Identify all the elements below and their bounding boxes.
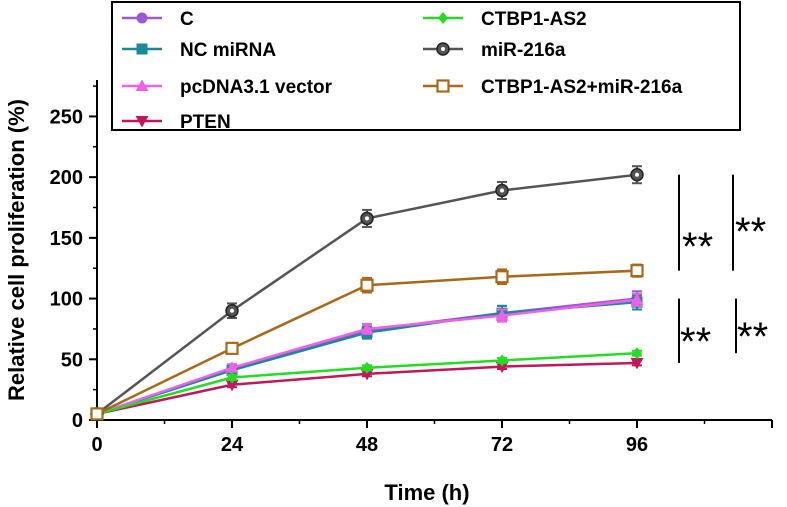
legend-label: CTBP1-AS2 (481, 9, 587, 30)
y-tick-label: 50 (61, 349, 83, 371)
series-layer (90, 165, 644, 421)
series-6 (90, 263, 644, 421)
legend-label: miR-216a (481, 40, 566, 61)
data-point-dot (365, 216, 369, 221)
legend-marker (135, 79, 149, 91)
data-point (360, 322, 374, 334)
legend-item: CTBP1-AS2+miR-216a (423, 77, 683, 98)
data-point (225, 379, 239, 392)
legend-marker (136, 43, 148, 55)
y-axis-title: Relative cell proliferation (%) (4, 99, 29, 401)
y-tick-label: 0 (72, 410, 83, 432)
data-point (630, 357, 644, 370)
x-tick-label: 72 (491, 434, 513, 456)
axes: 0 24 48 72 96 0 50 100 150 200 250 (50, 80, 773, 456)
legend-item: CTBP1-AS2 (423, 9, 587, 30)
legend-item: pcDNA3.1 vector (122, 77, 333, 98)
x-axis-title: Time (h) (384, 480, 469, 505)
significance-brackets: ** ** ** ** (678, 174, 768, 364)
significance-label: ** (682, 225, 713, 269)
x-tick-label: 96 (626, 434, 648, 456)
series-4 (92, 347, 642, 420)
y-tick-label: 100 (50, 289, 83, 311)
legend-item: miR-216a (423, 40, 566, 61)
legend-marker-dot (441, 47, 445, 51)
legend: C NC miRNA pcDNA3.1 vector PTEN CTBP1-AS2 miR… (111, 1, 741, 133)
data-point (497, 354, 507, 367)
legend-label: PTEN (180, 112, 231, 133)
data-point (630, 293, 644, 305)
legend-box (111, 1, 741, 131)
legend-items: C NC miRNA pcDNA3.1 vector PTEN CTBP1-AS2 miR… (122, 9, 683, 133)
legend-label: CTBP1-AS2+miR-216a (481, 77, 683, 98)
data-point (225, 341, 239, 355)
data-point (495, 270, 509, 284)
legend-item: PTEN (122, 112, 231, 133)
data-point (360, 278, 374, 292)
y-tick-label: 200 (50, 167, 83, 189)
legend-label: C (180, 9, 194, 30)
y-tick-label: 150 (50, 228, 83, 250)
data-point (495, 361, 509, 374)
legend-marker (136, 12, 148, 24)
data-point (90, 407, 104, 421)
data-point (225, 361, 239, 373)
data-point (360, 368, 374, 381)
series-2 (90, 292, 644, 419)
data-point-dot (635, 172, 639, 177)
data-point-dot (500, 188, 504, 193)
x-tick-label: 48 (356, 434, 378, 456)
legend-item: C (122, 9, 194, 30)
significance-label: ** (735, 210, 766, 254)
legend-label: pcDNA3.1 vector (180, 77, 333, 98)
data-point (495, 309, 509, 321)
significance-label: ** (737, 315, 768, 359)
significance-label: ** (680, 320, 711, 364)
legend-marker (135, 116, 149, 128)
data-point (632, 347, 642, 360)
data-point (630, 264, 644, 278)
y-tick-label: 250 (50, 106, 83, 128)
x-tick-label: 24 (221, 434, 244, 456)
legend-marker (436, 79, 450, 93)
legend-item: NC miRNA (122, 40, 276, 61)
data-point (227, 371, 237, 384)
legend-marker (438, 12, 448, 24)
data-point (362, 361, 372, 374)
data-point-dot (230, 308, 234, 313)
legend-label: NC miRNA (180, 40, 276, 61)
x-tick-label: 0 (91, 434, 102, 456)
